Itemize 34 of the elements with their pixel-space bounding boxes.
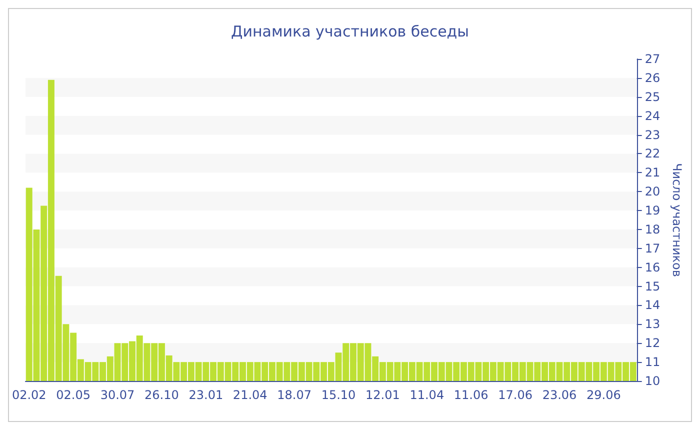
x-tick-label: 02.02: [12, 388, 46, 402]
y-tick-label: 19: [644, 204, 660, 218]
x-tick-label: 21.04: [232, 388, 268, 402]
y-tick-label: 18: [644, 222, 660, 236]
y-tick-label: 27: [644, 52, 660, 66]
chart-title: Динамика участников беседы: [230, 22, 470, 40]
y-tick-label: 24: [644, 108, 660, 123]
x-tick-label: 02.05: [56, 388, 90, 402]
y-tick-label: 21: [644, 166, 660, 180]
y-tick-label: 22: [644, 146, 660, 161]
x-tick-label: 26.10: [144, 388, 179, 402]
y-tick-label: 25: [644, 90, 660, 104]
x-tick-label: 18.07: [277, 388, 312, 402]
y-tick-label: 17: [644, 241, 660, 256]
x-tick-label: 23.01: [188, 388, 224, 402]
y-tick-label: 13: [644, 317, 660, 332]
y-tick-label: 23: [644, 128, 660, 142]
y-tick-label: 12: [644, 336, 660, 350]
x-tick-label: 29.06: [586, 388, 621, 402]
y-tick-label: 10: [644, 374, 660, 388]
x-tick-label: 17.06: [498, 388, 532, 402]
x-tick-label: 30.07: [100, 388, 135, 402]
y-tick-label: 11: [644, 355, 660, 370]
y-tick-label: 20: [644, 184, 660, 199]
y-tick-label: 15: [644, 279, 660, 294]
x-tick-label: 11.06: [454, 388, 488, 402]
x-tick-label: 11.04: [410, 388, 444, 402]
x-tick-label: 12.01: [366, 388, 400, 402]
y-tick-label: 16: [644, 260, 660, 274]
x-tick-label: 15.10: [321, 388, 356, 402]
y-axis-title: Число участников: [670, 163, 684, 277]
y-tick-label: 14: [644, 298, 660, 312]
x-tick-label: 23.06: [542, 388, 577, 402]
y-tick-label: 26: [644, 70, 660, 85]
